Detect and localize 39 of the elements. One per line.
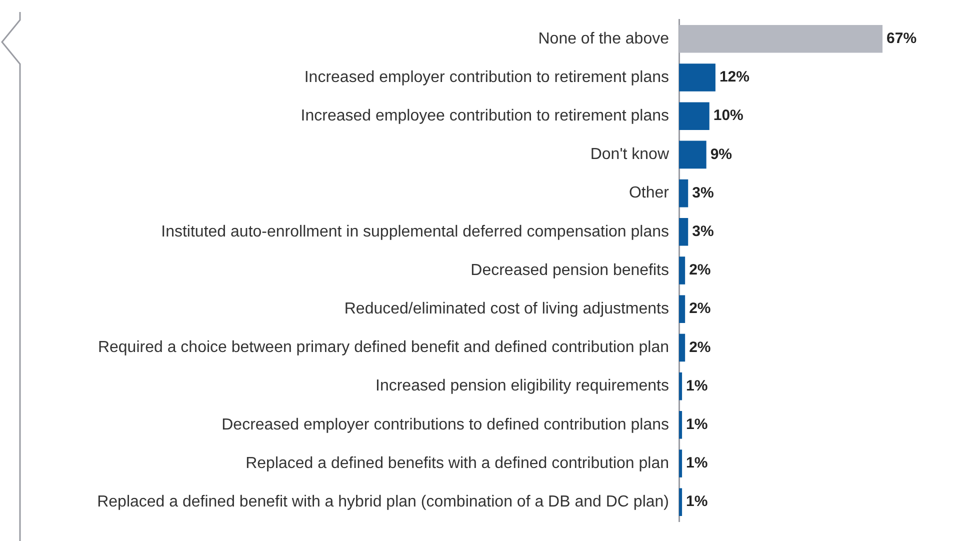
bar xyxy=(679,25,883,53)
y-tick-label: None of the above xyxy=(538,30,670,48)
y-tick-label: Replaced a defined benefits with a defined contribution plan xyxy=(246,454,669,472)
bar xyxy=(679,450,682,478)
y-tick-label: Decreased pension benefits xyxy=(470,262,669,279)
y-tick-label: Increased employer contribution to retirement plans xyxy=(304,68,669,86)
data-label: 1% xyxy=(686,493,708,510)
bar xyxy=(679,411,682,439)
data-label: 10% xyxy=(713,107,744,124)
bar xyxy=(679,488,682,516)
bar xyxy=(679,140,706,169)
data-label: 1% xyxy=(686,454,708,472)
data-label: 2% xyxy=(689,338,711,356)
bar xyxy=(679,334,686,362)
bar xyxy=(679,218,688,246)
y-tick-label: Required a choice between primary defined benefit and defined contribution plan xyxy=(98,339,669,356)
data-label: 2% xyxy=(689,262,711,279)
data-label: 3% xyxy=(692,223,714,240)
data-label: 1% xyxy=(686,377,708,394)
y-tick-label: Instituted auto-enrollment in supplemental deferred compensation plans xyxy=(161,223,669,240)
y-tick-label: Increased employee contribution to retirement plans xyxy=(300,108,669,125)
y-tick-label: Reduced/eliminated cost of living adjustments xyxy=(344,300,669,318)
data-label: 2% xyxy=(689,300,711,318)
y-tick-label: Replaced a defined benefit with a hybrid plan (combination of a DB and DC plan) xyxy=(97,494,669,511)
bar xyxy=(679,64,716,92)
data-label: 1% xyxy=(686,416,708,434)
data-label: 3% xyxy=(692,184,714,202)
y-tick-label: Don't know xyxy=(590,146,670,164)
bar xyxy=(679,295,686,323)
y-tick-label: Other xyxy=(628,184,670,202)
bar xyxy=(679,179,688,208)
bar xyxy=(679,372,682,400)
data-label: 67% xyxy=(886,30,917,48)
data-label: 12% xyxy=(719,68,750,86)
y-tick-label: Decreased employer contributions to defined contribution plans xyxy=(222,416,669,434)
bar xyxy=(679,256,686,284)
y-tick-label: Increased pension eligibility requirements xyxy=(376,378,669,395)
bar xyxy=(679,102,710,130)
data-label: 9% xyxy=(710,146,732,163)
